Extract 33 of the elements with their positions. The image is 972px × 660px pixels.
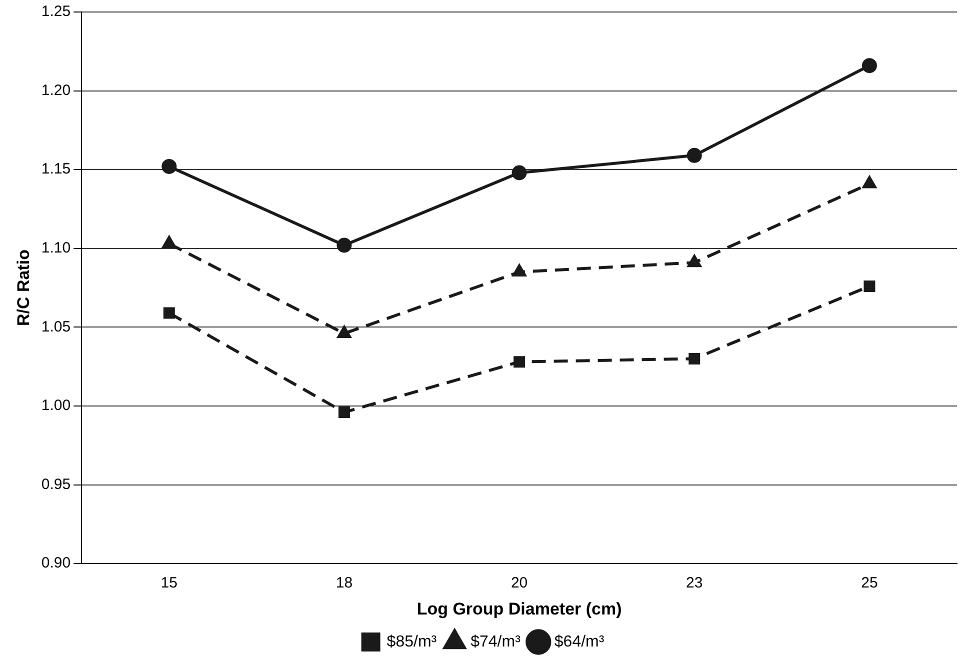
- legend-label: $74/m³: [470, 633, 522, 650]
- point: [686, 148, 702, 163]
- y-tick-label: 1.20: [41, 82, 71, 99]
- point: [688, 255, 702, 268]
- x-tick-label: 25: [861, 574, 878, 592]
- point: [514, 356, 526, 368]
- point: [512, 264, 526, 277]
- legend-label: $85/m³: [386, 633, 438, 650]
- point: [338, 326, 351, 338]
- x-axis-title: Log Group Diameter (cm): [416, 599, 622, 618]
- point: [512, 165, 527, 180]
- y-tick-label: 1.00: [41, 397, 71, 414]
- point: [163, 307, 175, 319]
- x-tick-label: 23: [686, 574, 703, 592]
- y-tick-label: 1.25: [41, 3, 71, 20]
- y-tick-label: 1.15: [41, 160, 71, 178]
- point: [862, 58, 877, 74]
- point: [338, 406, 350, 418]
- y-tick-label: 1.10: [41, 240, 71, 257]
- legend-label: $64/m³: [554, 633, 605, 650]
- point: [162, 158, 177, 174]
- y-axis-title: R/C Ratio: [14, 250, 33, 326]
- y-tick-label: 1.05: [41, 318, 71, 336]
- x-tick-label: 15: [160, 574, 178, 592]
- point: [864, 280, 876, 292]
- point: [162, 236, 176, 248]
- point: [862, 176, 876, 188]
- y-tick-label: 0.95: [41, 476, 71, 493]
- y-tick-label: 0.90: [41, 554, 71, 572]
- x-tick-label: 20: [510, 574, 528, 592]
- x-tick-label: 18: [336, 574, 353, 592]
- point: [688, 352, 700, 364]
- point: [336, 238, 352, 253]
